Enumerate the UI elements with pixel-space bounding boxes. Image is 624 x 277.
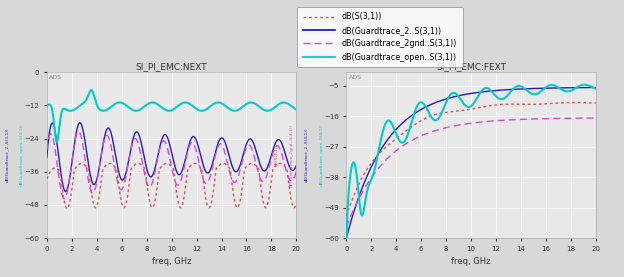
Text: dB(S(4,1)): dB(S(4,1))	[275, 144, 278, 166]
X-axis label: freq, GHz: freq, GHz	[152, 257, 192, 266]
Text: dB(Guardtrace_2gnd..S(4,1)): dB(Guardtrace_2gnd..S(4,1))	[290, 124, 293, 187]
Text: dB(Guardtrace_open..S(3,1)): dB(Guardtrace_open..S(3,1))	[20, 124, 24, 186]
Text: ADS: ADS	[49, 75, 62, 80]
Text: ADS: ADS	[349, 75, 362, 80]
Title: SI_PI_EMC:NEXT: SI_PI_EMC:NEXT	[136, 62, 207, 71]
Legend: dB(S(3,1)), dB(Guardtrace_2..S(3,1)), dB(Guardtrace_2gnd..S(3,1)), dB(Guardtrace: dB(S(3,1)), dB(Guardtrace_2..S(3,1)), dB…	[297, 7, 462, 67]
Text: dB(Guardtrace_2..S(4,1)): dB(Guardtrace_2..S(4,1))	[305, 128, 308, 182]
X-axis label: freq, GHz: freq, GHz	[451, 257, 491, 266]
Text: dB(Guardtrace_2..S(3,1)): dB(Guardtrace_2..S(3,1))	[5, 128, 9, 182]
Title: SI_PI_EMC:FEXT: SI_PI_EMC:FEXT	[436, 62, 506, 71]
Text: dB(Guardtrace_open..S(4,1)): dB(Guardtrace_open..S(4,1))	[319, 124, 323, 186]
